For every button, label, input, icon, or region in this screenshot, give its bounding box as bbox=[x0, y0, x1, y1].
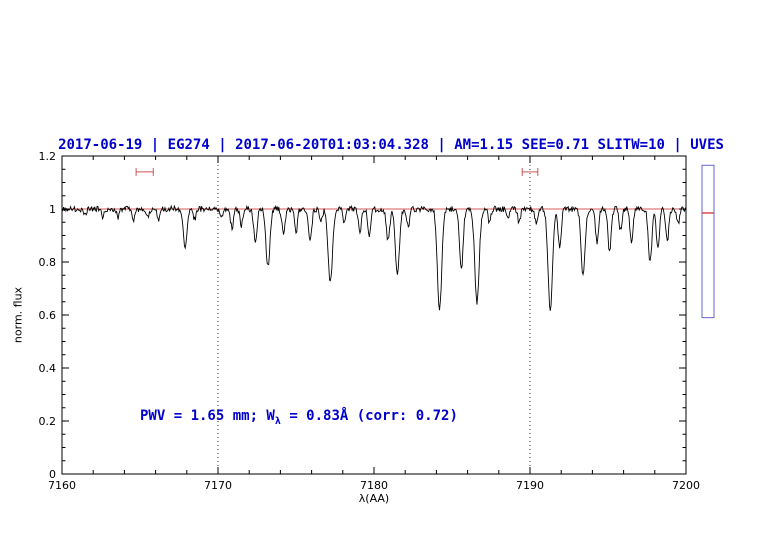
x-tick-label: 7200 bbox=[672, 479, 700, 492]
x-tick-label: 7180 bbox=[360, 479, 388, 492]
x-tick-label: 7170 bbox=[204, 479, 232, 492]
x-tick-label: 7190 bbox=[516, 479, 544, 492]
lambda-subscript: λ bbox=[274, 415, 281, 427]
pwv-annotation: PWV = 1.65 mm; Wλ = 0.83Å (corr: 0.72) bbox=[140, 408, 458, 427]
y-tick-label: 0.4 bbox=[39, 362, 57, 375]
y-tick-label: 0.2 bbox=[39, 415, 57, 428]
y-tick-label: 0.8 bbox=[39, 256, 57, 269]
y-tick-label: 0.6 bbox=[39, 309, 57, 322]
side-gauge-box bbox=[701, 164, 715, 319]
y-axis-label: norm. flux bbox=[11, 286, 25, 344]
plot-title: 2017-06-19 | EG274 | 2017-06-20T01:03:04… bbox=[58, 137, 724, 153]
pwv-annotation-suffix: = 0.83Å (corr: 0.72) bbox=[280, 408, 458, 424]
x-tick-label: 7160 bbox=[48, 479, 76, 492]
spectrum-trace bbox=[61, 204, 687, 311]
y-tick-label: 0 bbox=[49, 468, 56, 481]
y-tick-label: 1.2 bbox=[39, 150, 57, 163]
x-axis-label: λ(AA) bbox=[358, 492, 390, 505]
pwv-annotation-prefix: PWV = 1.65 mm; W bbox=[140, 408, 275, 424]
y-tick-label: 1 bbox=[49, 203, 56, 216]
